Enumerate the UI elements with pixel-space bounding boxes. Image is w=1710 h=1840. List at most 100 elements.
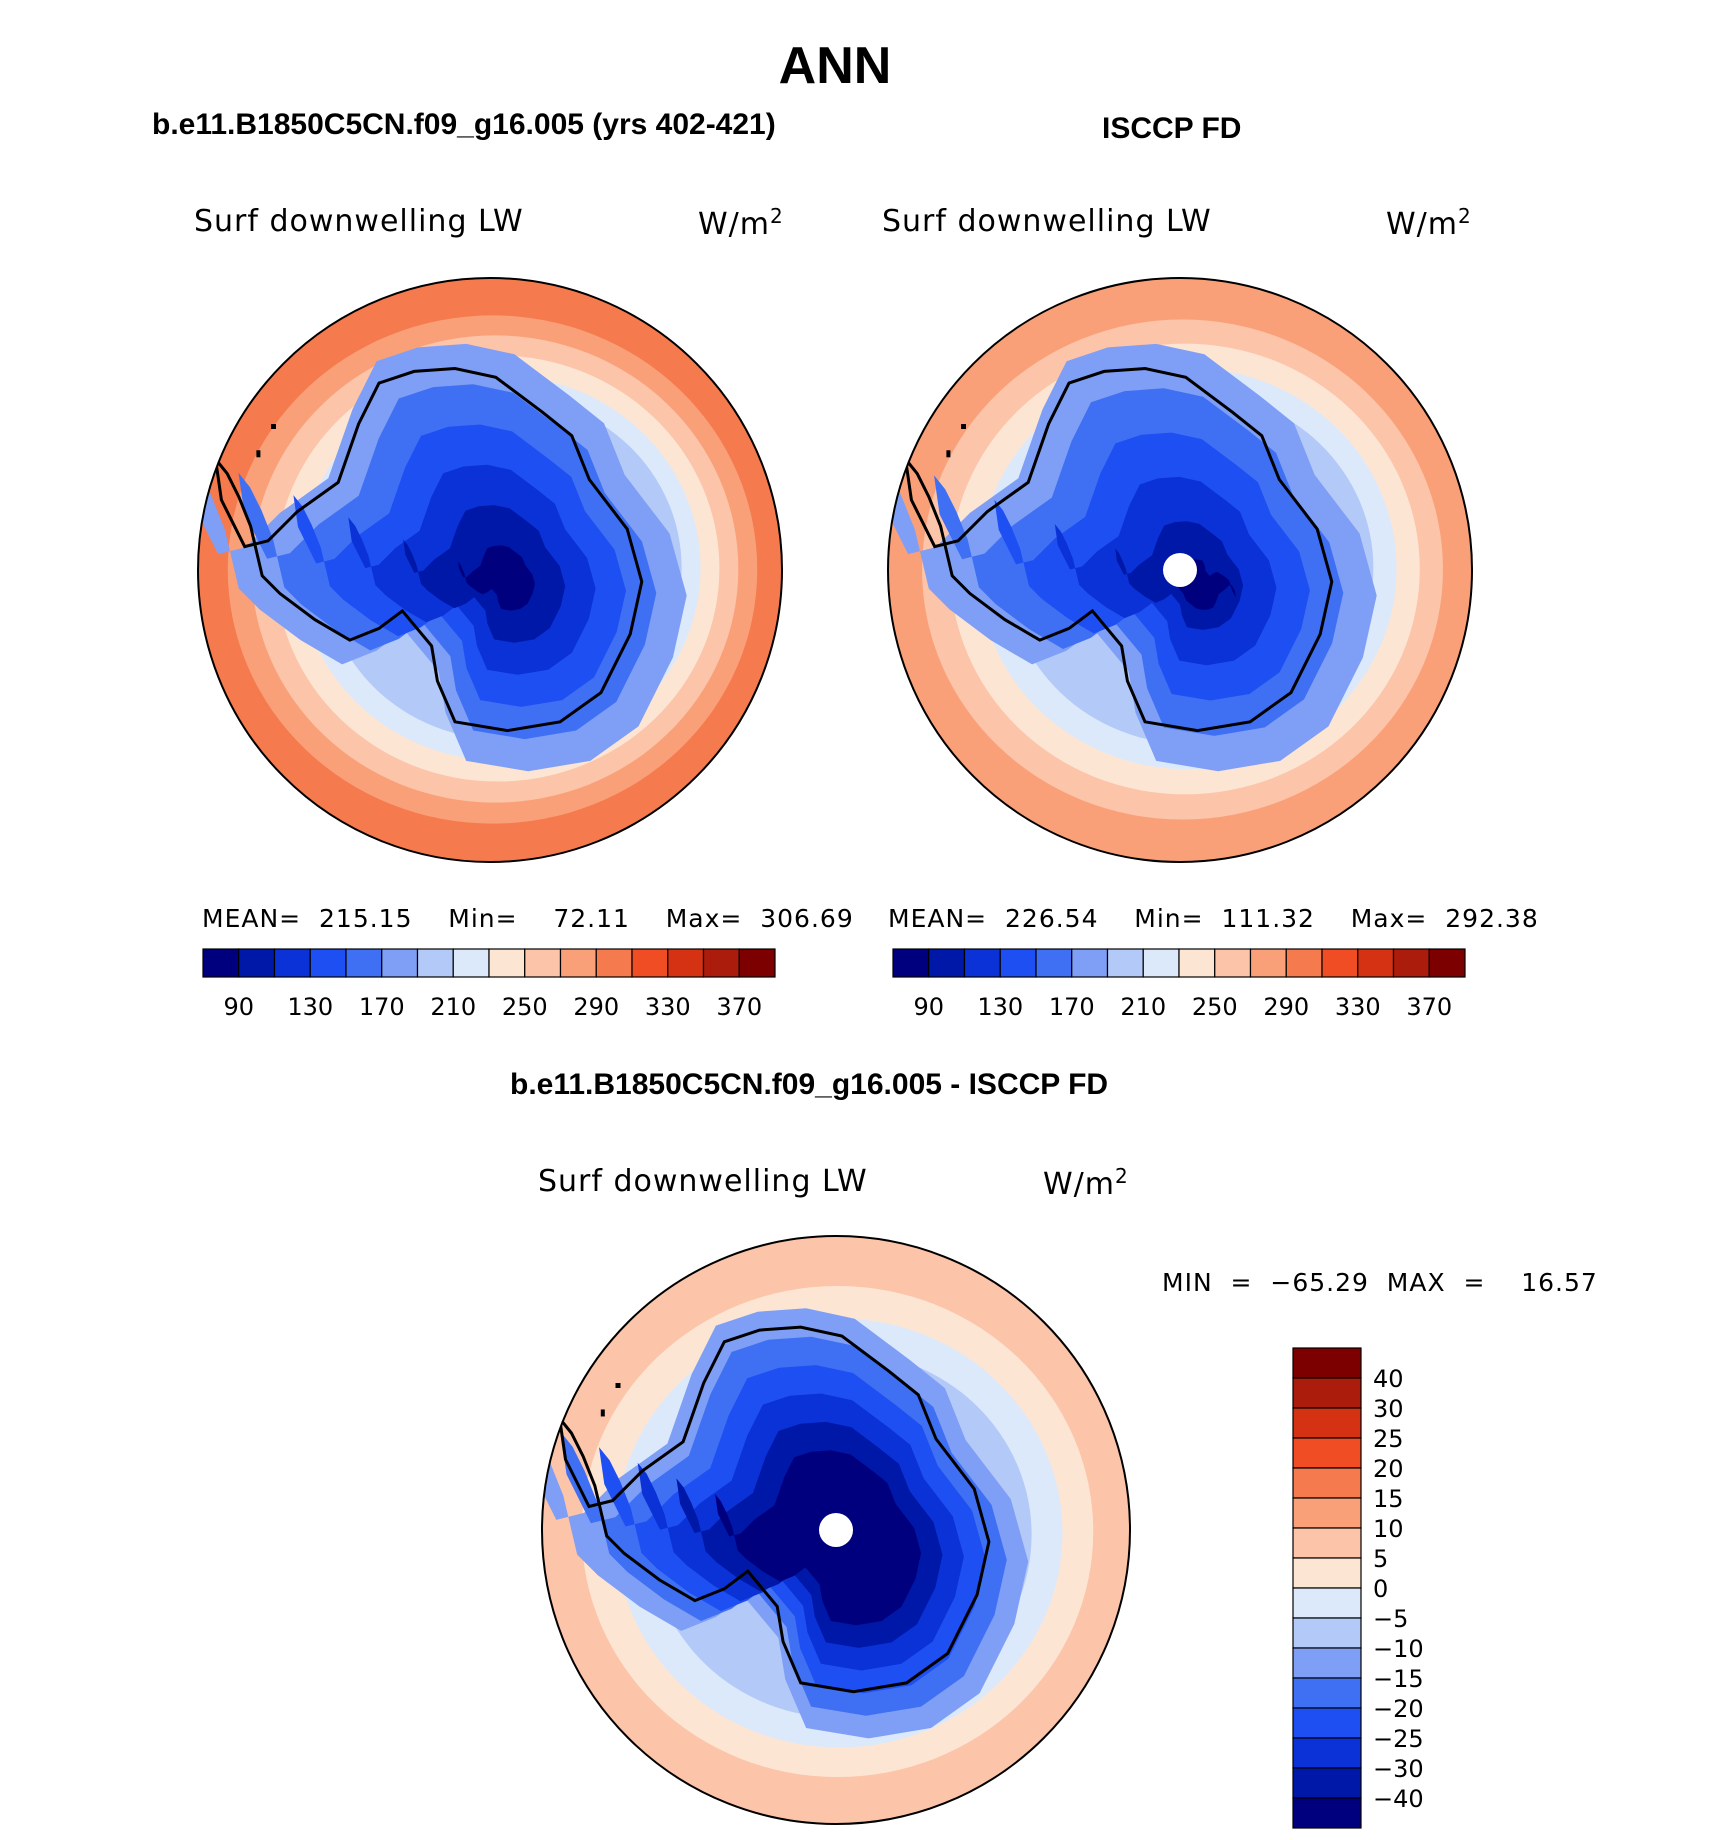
colorbar-2-swatch [1142,948,1180,978]
colorbar-1-swatch [488,948,526,978]
colorbar-1-swatch [631,948,669,978]
panel-1-heading: b.e11.B1850C5CN.f09_g16.005 (yrs 402-421… [152,108,776,141]
panel-2-units-sup: 2 [1458,204,1472,228]
island [615,1383,621,1388]
panel-3-units: W/m2 [1043,1164,1129,1202]
panel-1-units-base: W/m [698,207,770,242]
colorbar-3-tick-label: −20 [1373,1695,1424,1723]
colorbar-3-swatch [1292,1677,1362,1709]
colorbar-3-swatch [1292,1437,1362,1469]
colorbar-3-tick-label: 20 [1373,1455,1404,1483]
panel-3-units-base: W/m [1043,1167,1115,1202]
difference-map [542,1236,1130,1824]
coastline [557,1325,991,1694]
colorbar-3-tick-label: −25 [1373,1725,1424,1753]
colorbar-1-swatch [559,948,597,978]
colorbar-3-swatch [1292,1767,1362,1799]
pole-hole [1163,553,1197,587]
colorbar-1-swatch [273,948,311,978]
colorbar-1-swatch [416,948,454,978]
colorbar-3-swatch [1292,1707,1362,1739]
colorbar-3-swatch [1292,1347,1362,1379]
colorbar-2-tick-label: 90 [913,993,944,1021]
colorbars: 90 130 170 210 250 290 330 370 90 130 170 210 250 290… [202,948,1466,1829]
panel-1-units: W/m2 [698,204,784,242]
panel-2-variable: Surf downwelling LW [882,204,1212,239]
colorbar-1-tick-label: 170 [359,993,405,1021]
colorbar-1-swatch [702,948,740,978]
panel-2-units-base: W/m [1386,207,1458,242]
colorbar-1-swatch [595,948,633,978]
panel-3-stats: MIN = −65.29 MAX = 16.57 [1162,1268,1598,1297]
colorbar-2-swatch [1357,948,1395,978]
map-contour-band [458,545,535,611]
colorbar-1-swatch [452,948,490,978]
colorbar-1-tick-label: 250 [502,993,548,1021]
panel-3-heading: b.e11.B1850C5CN.f09_g16.005 - ISCCP FD [510,1068,1109,1101]
panel-1-variable: Surf downwelling LW [194,204,524,239]
island [946,450,951,458]
colorbar-1-swatch [309,948,347,978]
colorbar-3-swatch [1292,1797,1362,1829]
colorbar-1-swatch [238,948,276,978]
map-outline [887,277,1473,863]
colorbar-2-swatch [963,948,1001,978]
panel-1-units-sup: 2 [770,204,784,228]
panel-2-heading: ISCCP FD [1102,112,1242,145]
colorbar-1-swatch [524,948,562,978]
colorbar-2-swatch [892,948,930,978]
island [256,450,261,458]
colorbar-2-swatch [1249,948,1287,978]
colorbar-2-swatch [1285,948,1323,978]
colorbar-1-tick-label: 370 [716,993,762,1021]
colorbar-3-tick-label: −40 [1373,1785,1424,1813]
colorbar-3-swatch [1292,1407,1362,1439]
model-map [198,278,782,862]
colorbar-3-tick-label: 5 [1373,1545,1388,1573]
colorbar-1-tick-label: 130 [287,993,333,1021]
panel-1-stats: MEAN= 215.15 Min= 72.11 Max= 306.69 [202,904,854,933]
colorbar-2-tick-label: 330 [1335,993,1381,1021]
panel-2-stats: MEAN= 226.54 Min= 111.32 Max= 292.38 [888,904,1539,933]
obs-map [888,278,1472,862]
panel-3-units-sup: 2 [1115,1164,1129,1188]
colorbar-3-swatch [1292,1647,1362,1679]
colorbar-2-swatch [1321,948,1359,978]
colorbar-3-swatch [1292,1617,1362,1649]
colorbar-2-swatch [1035,948,1073,978]
colorbar-3-tick-label: 15 [1373,1485,1404,1513]
colorbar-3-swatch [1292,1527,1362,1559]
panel-3-variable: Surf downwelling LW [538,1164,868,1199]
colorbar-3-tick-label: −10 [1373,1635,1424,1663]
map-contour-band [715,1450,922,1626]
colorbar-2-swatch [1392,948,1430,978]
colorbar-3-tick-label: 25 [1373,1425,1404,1453]
colorbar-3-tick-label: −30 [1373,1755,1424,1783]
map-outline [197,277,783,863]
panel-2-units: W/m2 [1386,204,1472,242]
island [271,424,276,429]
pole-hole [819,1513,853,1547]
colorbar-2-swatch [1428,948,1466,978]
colorbar-1-swatch [738,948,776,978]
colorbar-3-tick-label: 10 [1373,1515,1404,1543]
colorbar-1-tick-label: 330 [645,993,691,1021]
colorbar-2-tick-label: 370 [1406,993,1452,1021]
colorbar-3-swatch [1292,1497,1362,1529]
colorbar-3-tick-label: −5 [1373,1605,1408,1633]
colorbar-3-tick-label: 30 [1373,1395,1404,1423]
colorbar-3-swatch [1292,1467,1362,1499]
colorbar-2-swatch [1178,948,1216,978]
colorbar-2-tick-label: 290 [1263,993,1309,1021]
colorbar-2-swatch [1106,948,1144,978]
colorbar-3-swatch [1292,1587,1362,1619]
colorbar-1-swatch [345,948,383,978]
colorbar-1-swatch [202,948,240,978]
colorbar-3-tick-label: 0 [1373,1575,1388,1603]
colorbar-1-tick-label: 90 [223,993,254,1021]
colorbar-3-swatch [1292,1557,1362,1589]
island [600,1409,605,1417]
colorbar-2-tick-label: 250 [1192,993,1238,1021]
colorbar-3-swatch [1292,1737,1362,1769]
